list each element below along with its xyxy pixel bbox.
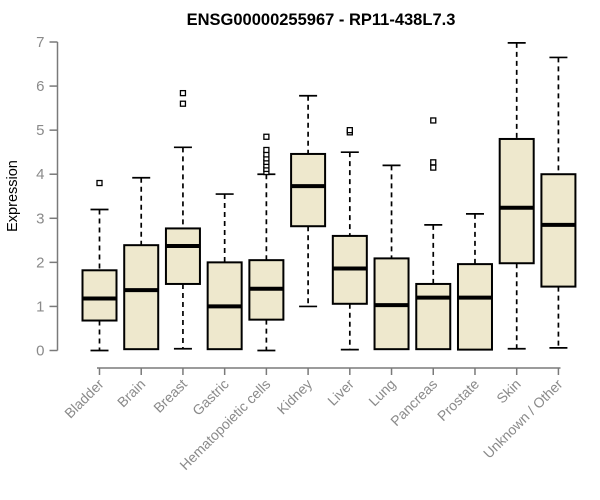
outlier-point [430, 117, 437, 124]
iqr-box [81, 269, 118, 322]
box-bladder [81, 179, 118, 352]
y-tick-label: 6 [36, 78, 44, 95]
x-category-label: Skin [493, 376, 524, 407]
x-category-label: Lung [365, 376, 398, 409]
x-category-label: Brain [114, 376, 148, 410]
iqr-box [498, 137, 535, 265]
x-category-label: Breast [150, 376, 190, 416]
y-axis: 0 1 2 3 4 5 6 7 [36, 34, 59, 360]
box-liver [331, 127, 368, 351]
plot-area [81, 42, 577, 352]
outlier-point [263, 146, 270, 154]
y-tick-label: 2 [36, 254, 44, 271]
outlier-point [430, 164, 437, 171]
box-kidney [290, 94, 327, 308]
iqr-box [290, 152, 327, 228]
outlier-point [263, 133, 270, 140]
x-category-label: Liver [324, 376, 357, 409]
box-gastric [206, 193, 243, 351]
box-hematopoietic-cells [248, 133, 285, 352]
box-lung [373, 164, 410, 351]
outlier-point [430, 159, 437, 166]
y-tick-label: 7 [36, 34, 44, 51]
outlier-point [346, 127, 353, 134]
y-axis-label: Expression [5, 160, 21, 232]
box-breast [164, 89, 201, 350]
y-tick-label: 5 [36, 122, 44, 139]
box-prostate [456, 213, 493, 351]
y-tick-label: 0 [36, 343, 44, 360]
box-pancreas [415, 117, 452, 351]
x-category-label: Prostate [434, 376, 482, 424]
x-category-label: Kidney [274, 376, 316, 418]
box-unknown-other [540, 56, 577, 349]
iqr-box [123, 244, 160, 351]
outlier-point [96, 179, 103, 187]
x-category-label: Bladder [61, 376, 107, 422]
y-tick-label: 3 [36, 210, 44, 227]
x-category-label: Unknown / Other [480, 376, 566, 462]
outlier-point [179, 100, 187, 107]
box-skin [498, 42, 535, 350]
iqr-box [164, 227, 201, 285]
chart-title: ENSG00000255967 - RP11-438L7.3 [187, 11, 456, 29]
outlier-point [179, 89, 187, 97]
iqr-box [540, 173, 577, 288]
y-tick-label: 1 [36, 298, 44, 315]
iqr-box [415, 282, 452, 351]
iqr-box [456, 263, 493, 351]
box-brain [123, 176, 160, 351]
y-tick-label: 4 [36, 166, 44, 183]
